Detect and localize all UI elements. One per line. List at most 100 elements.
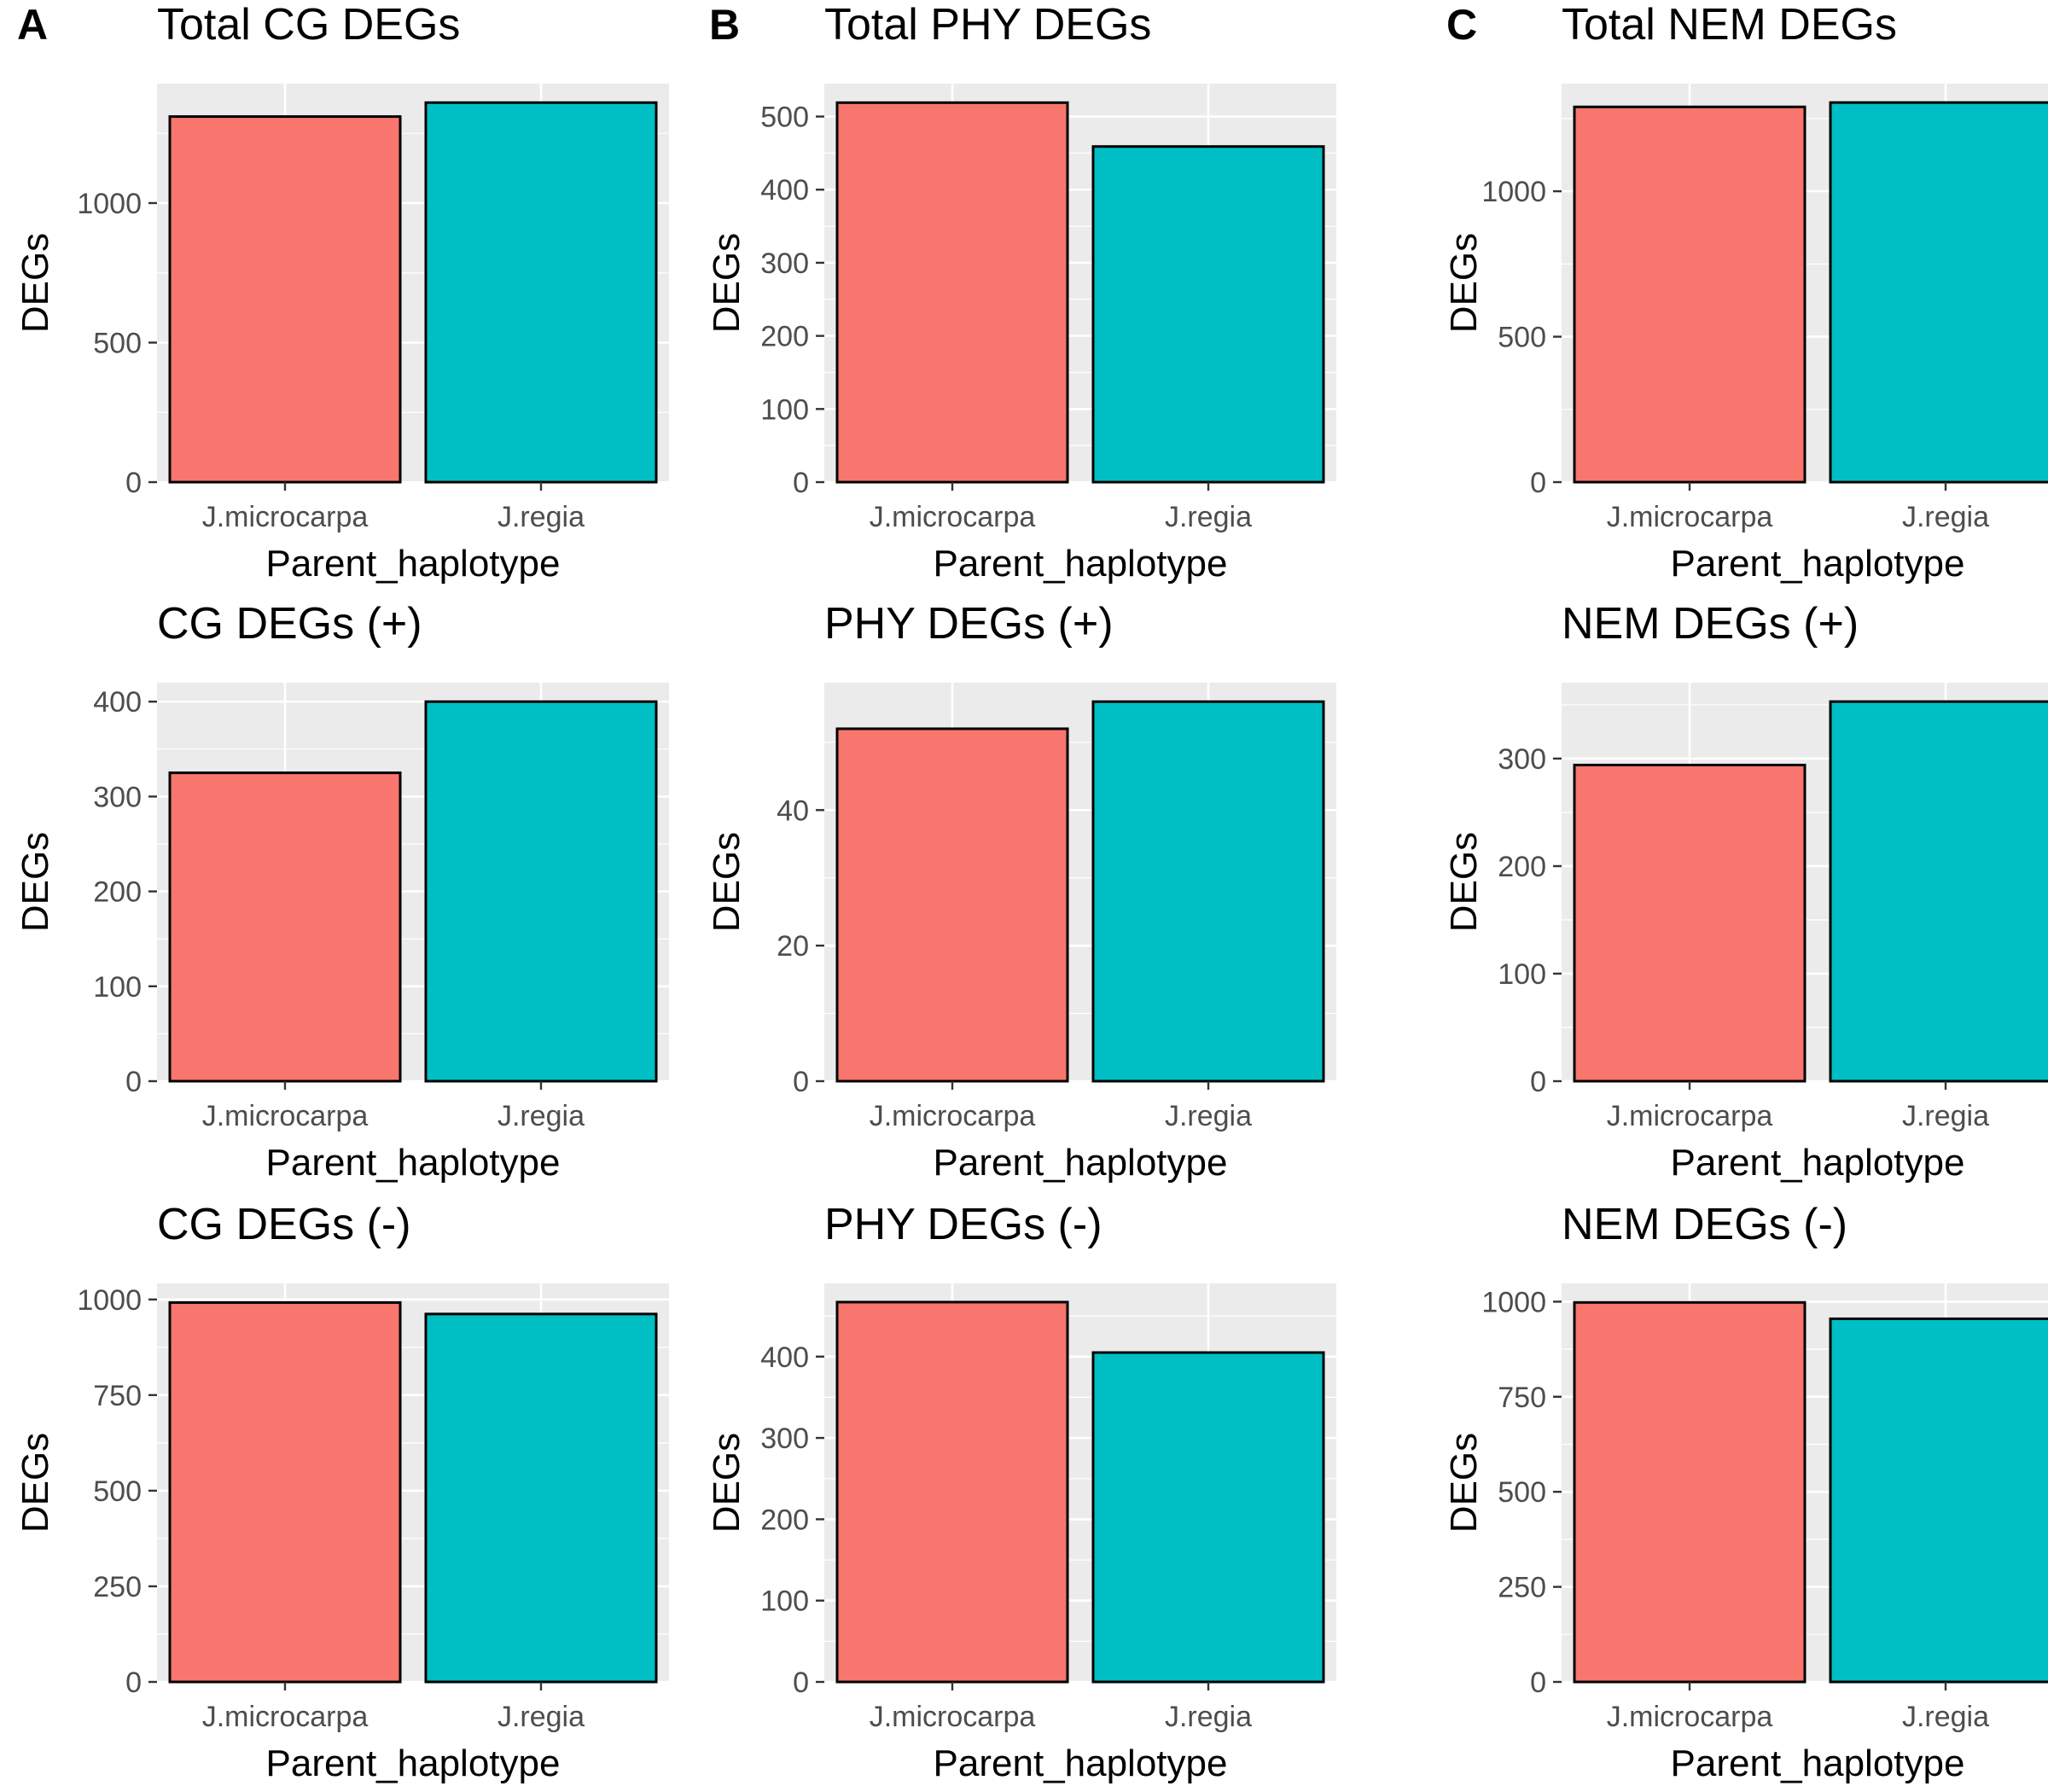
x-tick-label: J.regia bbox=[497, 1701, 585, 1733]
y-tick-label: 400 bbox=[93, 686, 142, 719]
x-axis-title: Parent_haplotype bbox=[934, 1743, 1228, 1784]
x-tick-label: J.regia bbox=[1165, 1100, 1252, 1132]
x-tick-label: J.microcarpa bbox=[870, 1100, 1036, 1132]
y-tick-label: 0 bbox=[793, 1667, 809, 1699]
bar-j-microcarpa bbox=[835, 1300, 1069, 1684]
bar-j-regia bbox=[1091, 1351, 1325, 1684]
x-tick-label: J.regia bbox=[1902, 501, 1989, 533]
x-axis-title: Parent_haplotype bbox=[266, 1142, 561, 1184]
bar-j-microcarpa bbox=[835, 727, 1069, 1083]
y-axis-title: DEGs bbox=[706, 233, 748, 333]
y-tick-label: 1000 bbox=[1481, 176, 1546, 208]
x-tick-label: J.microcarpa bbox=[1607, 501, 1773, 533]
y-tick-label: 200 bbox=[93, 876, 142, 909]
panel-label: B bbox=[709, 1, 740, 49]
y-tick-label: 0 bbox=[793, 1066, 809, 1098]
bar-j-microcarpa bbox=[1573, 764, 1807, 1083]
y-tick-label: 300 bbox=[760, 247, 809, 280]
chart-title: PHY DEGs (+) bbox=[824, 599, 1114, 649]
y-axis-title: DEGs bbox=[15, 233, 56, 333]
y-tick-label: 300 bbox=[93, 781, 142, 813]
chart-title: NEM DEGs (-) bbox=[1562, 1200, 1847, 1249]
x-tick-label: J.regia bbox=[497, 1100, 585, 1132]
x-tick-label: J.regia bbox=[1165, 501, 1252, 533]
y-axis-title: DEGs bbox=[15, 832, 56, 932]
x-axis-title: Parent_haplotype bbox=[934, 543, 1228, 585]
bar-j-microcarpa bbox=[835, 101, 1069, 484]
x-axis-title: Parent_haplotype bbox=[1671, 543, 1965, 585]
y-tick-label: 0 bbox=[125, 467, 142, 499]
y-tick-label: 750 bbox=[93, 1380, 142, 1412]
y-tick-label: 0 bbox=[793, 467, 809, 499]
x-tick-label: J.microcarpa bbox=[1607, 1701, 1773, 1733]
y-tick-label: 200 bbox=[1498, 851, 1546, 883]
x-tick-label: J.regia bbox=[1165, 1701, 1252, 1733]
y-tick-label: 100 bbox=[760, 1585, 809, 1618]
chart-title: CG DEGs (-) bbox=[157, 1200, 411, 1249]
x-axis-title: Parent_haplotype bbox=[934, 1142, 1228, 1184]
bar-j-microcarpa bbox=[168, 1300, 402, 1684]
chart-cg-degs: J.microcarpa J.regia 0 250 500 750 1000 CG DEGs… bbox=[15, 1200, 669, 1784]
x-tick-label: J.microcarpa bbox=[1607, 1100, 1773, 1132]
x-tick-label: J.microcarpa bbox=[202, 1701, 369, 1733]
y-tick-label: 500 bbox=[93, 1475, 142, 1508]
y-tick-label: 500 bbox=[1498, 1476, 1546, 1509]
bar-j-regia bbox=[424, 1312, 658, 1684]
bar-j-regia bbox=[1829, 700, 2048, 1083]
bar-j-microcarpa bbox=[168, 115, 402, 484]
y-tick-label: 0 bbox=[125, 1066, 142, 1098]
x-axis-title: Parent_haplotype bbox=[266, 1743, 561, 1784]
chart-title: Total PHY DEGs bbox=[824, 0, 1151, 49]
y-tick-label: 250 bbox=[1498, 1572, 1546, 1604]
chart-title: CG DEGs (+) bbox=[157, 599, 422, 649]
chart-title: Total NEM DEGs bbox=[1562, 0, 1897, 49]
y-tick-label: 400 bbox=[760, 174, 809, 207]
y-tick-label: 1000 bbox=[1481, 1286, 1546, 1318]
x-tick-label: J.microcarpa bbox=[202, 1100, 369, 1132]
x-tick-label: J.microcarpa bbox=[870, 1701, 1036, 1733]
x-tick-label: J.microcarpa bbox=[870, 501, 1036, 533]
chart-nem-degs: J.microcarpa J.regia 0 250 500 750 1000 NEM DEG… bbox=[1443, 1200, 2048, 1784]
bar-j-regia bbox=[1829, 1317, 2048, 1684]
chart-cg-degs: J.microcarpa J.regia 0 100 200 300 400 CG DEGs … bbox=[15, 599, 669, 1184]
x-tick-label: J.regia bbox=[1902, 1701, 1989, 1733]
bar-j-microcarpa bbox=[1573, 1300, 1807, 1684]
bar-j-microcarpa bbox=[168, 771, 402, 1083]
x-tick-label: J.regia bbox=[497, 501, 585, 533]
y-tick-label: 200 bbox=[760, 321, 809, 353]
chart-total-phy-degs: J.microcarpa J.regia 0 100 200 300 400 500 Total… bbox=[706, 0, 1336, 585]
chart-phy-degs: J.microcarpa J.regia 0 20 40 PHY DEGs (+) Pare… bbox=[706, 599, 1336, 1184]
bar-j-regia bbox=[1091, 700, 1325, 1083]
y-axis-title: DEGs bbox=[15, 1433, 56, 1533]
y-tick-label: 40 bbox=[777, 794, 809, 827]
y-axis-title: DEGs bbox=[706, 832, 748, 932]
chart-phy-degs: J.microcarpa J.regia 0 100 200 300 400 PHY DEGs… bbox=[706, 1200, 1336, 1784]
chart-nem-degs: J.microcarpa J.regia 0 100 200 300 NEM DEGs (+… bbox=[1443, 599, 2048, 1184]
panel-label: C bbox=[1446, 1, 1477, 49]
y-tick-label: 300 bbox=[1498, 743, 1546, 776]
y-tick-label: 1000 bbox=[77, 188, 142, 220]
y-tick-label: 0 bbox=[1530, 1667, 1546, 1699]
x-tick-label: J.microcarpa bbox=[202, 501, 369, 533]
x-axis-title: Parent_haplotype bbox=[1671, 1142, 1965, 1184]
bar-j-regia bbox=[1829, 101, 2048, 484]
y-axis-title: DEGs bbox=[706, 1433, 748, 1533]
y-tick-label: 500 bbox=[1498, 322, 1546, 354]
y-tick-label: 1000 bbox=[77, 1284, 142, 1317]
y-tick-label: 100 bbox=[93, 971, 142, 1004]
y-tick-label: 20 bbox=[777, 930, 809, 963]
y-tick-label: 0 bbox=[1530, 1066, 1546, 1098]
x-axis-title: Parent_haplotype bbox=[266, 543, 561, 585]
bar-j-regia bbox=[1091, 145, 1325, 484]
chart-total-nem-degs: J.microcarpa J.regia 0 500 1000 Total NEM DEG… bbox=[1443, 0, 2048, 585]
chart-total-cg-degs: J.microcarpa J.regia 0 500 1000 Total CG DEGs… bbox=[15, 0, 669, 585]
bar-j-regia bbox=[424, 101, 658, 484]
y-tick-label: 500 bbox=[93, 327, 142, 359]
chart-title: NEM DEGs (+) bbox=[1562, 599, 1859, 649]
bar-j-microcarpa bbox=[1573, 105, 1807, 484]
y-tick-label: 100 bbox=[760, 393, 809, 426]
chart-title: Total CG DEGs bbox=[157, 0, 460, 49]
bar-j-regia bbox=[424, 700, 658, 1083]
panel-label: A bbox=[17, 1, 48, 49]
